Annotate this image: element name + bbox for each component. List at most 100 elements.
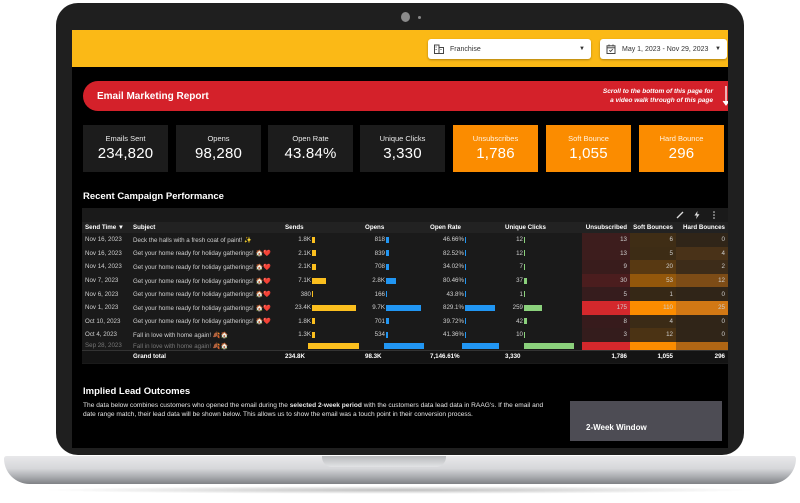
kpi-open-rate: Open Rate 43.84% [268, 125, 353, 172]
note-line-2: a video walk through of this page [610, 97, 713, 104]
bar-indicator [312, 331, 315, 338]
bar-indicator [524, 277, 527, 284]
table-row[interactable]: Oct 10, 2023 Get your home ready for holi… [82, 314, 728, 329]
bar-indicator [524, 304, 542, 311]
cell-send-time: Nov 14, 2023 [85, 263, 122, 271]
cell-open-rate: 34.02% [427, 260, 502, 274]
bar-indicator [312, 291, 313, 298]
cell-unsubscribed: 13 [582, 233, 630, 247]
bar-indicator [386, 318, 389, 325]
cell-unsubscribed: 9 [582, 260, 630, 274]
cell-soft-bounces: 20 [630, 260, 676, 274]
column-header-soft-bounces[interactable]: Soft Bounces [630, 222, 676, 233]
cell-value: 701 [374, 317, 385, 325]
video-walkthrough-note: Scroll to the bottom of this page for a … [603, 87, 713, 105]
table-row[interactable]: Nov 16, 2023 Get your home ready for holi… [82, 246, 728, 261]
cell-sends [282, 342, 362, 351]
cell-sends: 380 [282, 287, 362, 301]
bar-indicator [462, 342, 499, 349]
kpi-label: Unsubscribes [472, 134, 519, 143]
cell-subject: Get your home ready for holiday gatherin… [133, 318, 271, 326]
campaign-table-title: Recent Campaign Performance [83, 191, 224, 202]
cell-unique-clicks: 259 [502, 301, 582, 315]
bar-indicator [386, 304, 421, 311]
bar-indicator [386, 291, 387, 298]
cell-value: 12 [516, 236, 523, 244]
column-header-send-time[interactable]: Send Time ▼ [82, 222, 130, 233]
cell-hard-bounces: 12 [676, 273, 728, 288]
cell-value: 82.52% [443, 249, 464, 257]
cell-unique-clicks: 12 [502, 233, 582, 247]
bar-indicator [312, 236, 315, 243]
table-row[interactable]: Nov 1, 2023 Get your home ready for holid… [82, 300, 728, 315]
bar-indicator [524, 263, 525, 270]
table-row[interactable]: Nov 16, 2023 Deck the halls with a fresh … [82, 233, 728, 247]
arrow-down-icon[interactable] [721, 85, 728, 107]
table-header-row: Send Time ▼ Subject Sends Opens Open Rat… [82, 222, 728, 233]
cell-value: 1.8K [298, 236, 311, 244]
cell-soft-bounces: 6 [630, 233, 676, 247]
cell-subject: Deck the halls with a fresh coat of pain… [133, 236, 252, 244]
cell-value: 7.1K [298, 277, 311, 285]
cell-value: 829.1% [443, 304, 464, 312]
table-row[interactable]: Oct 4, 2023 Fall in love with home again!… [82, 328, 728, 342]
bar-indicator [383, 342, 424, 349]
bar-indicator [465, 263, 466, 270]
note-line-1: Scroll to the bottom of this page for [602, 88, 713, 95]
kpi-value: 234,820 [97, 145, 154, 162]
building-icon [434, 44, 444, 54]
cell-open-rate: 46.66% [427, 233, 502, 247]
kpi-value: 43.84% [284, 145, 337, 162]
column-header-unsubscribed[interactable]: Unsubscribed [582, 222, 630, 233]
total-hard-bounces: 296 [676, 349, 728, 363]
cell-unique-clicks [502, 342, 582, 351]
date-range-label: May 1, 2023 - Nov 29, 2023 [622, 45, 709, 53]
cell-value: 818 [374, 236, 385, 244]
column-header-opens[interactable]: Opens [362, 222, 427, 233]
edit-icon[interactable] [676, 211, 684, 219]
date-range-picker[interactable]: May 1, 2023 - Nov 29, 2023 ▼ [600, 39, 727, 59]
bar-indicator [465, 236, 466, 243]
bar-indicator [524, 236, 525, 243]
franchise-dropdown[interactable]: Franchise ▼ [428, 39, 591, 59]
cell-hard-bounces [676, 341, 728, 351]
lightning-icon[interactable] [693, 211, 701, 219]
column-header-open-rate[interactable]: Open Rate [427, 222, 502, 233]
kpi-value: 1,786 [476, 145, 515, 162]
cell-soft-bounces: 5 [630, 246, 676, 261]
campaign-table: Send Time ▼ Subject Sends Opens Open Rat… [82, 208, 728, 364]
column-header-sends[interactable]: Sends [282, 222, 362, 233]
cell-hard-bounces: 2 [676, 260, 728, 274]
table-row[interactable]: Sep 28, 2023 Fall in love with home again… [82, 341, 728, 351]
bar-indicator [386, 236, 389, 243]
cell-unique-clicks: 42 [502, 315, 582, 329]
cell-opens: 9.7K [362, 301, 427, 315]
total-sends: 234.8K [282, 349, 362, 363]
bar-indicator [524, 291, 525, 298]
laptop-shadow [40, 486, 760, 494]
table-row[interactable]: Nov 14, 2023 Get your home ready for holi… [82, 260, 728, 274]
cell-unsubscribed: 13 [582, 246, 630, 261]
cell-unsubscribed: 5 [582, 287, 630, 301]
cell-subject: Fall in love with home again! 🍂🏠 [133, 342, 229, 350]
table-row[interactable]: Nov 7, 2023 Get your home ready for holid… [82, 273, 728, 288]
desc-bold: selected 2-week period [289, 402, 362, 409]
laptop-notch [322, 456, 446, 467]
more-vert-icon[interactable] [710, 211, 718, 219]
cell-open-rate [427, 342, 502, 351]
kpi-label: Opens [207, 134, 230, 143]
bar-indicator [386, 250, 389, 257]
kpi-hard-bounce: Hard Bounce 296 [639, 125, 724, 172]
column-header-hard-bounces[interactable]: Hard Bounces [676, 222, 728, 233]
table-row[interactable]: Nov 6, 2023 Get your home ready for holid… [82, 287, 728, 301]
column-header-subject[interactable]: Subject [130, 222, 282, 233]
cell-soft-bounces: 110 [630, 300, 676, 315]
kpi-value: 98,280 [194, 145, 243, 162]
cell-unique-clicks: 37 [502, 274, 582, 288]
column-header-unique-clicks[interactable]: Unique Clicks [502, 222, 582, 233]
cell-value: 380 [300, 290, 311, 298]
webcam-icon [401, 12, 410, 22]
cell-sends: 1.8K [282, 315, 362, 329]
cell-value: 708 [374, 263, 385, 271]
cell-unique-clicks: 1 [502, 287, 582, 301]
